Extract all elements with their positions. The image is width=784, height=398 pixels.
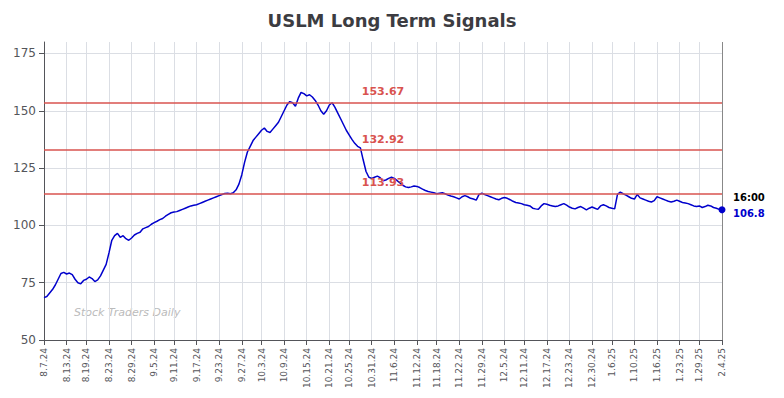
svg-text:11.29.24: 11.29.24 (477, 348, 487, 388)
svg-text:132.92: 132.92 (362, 133, 404, 146)
svg-text:106.8: 106.8 (733, 208, 765, 219)
svg-text:11.6.24: 11.6.24 (389, 348, 399, 383)
svg-text:8.23.24: 8.23.24 (104, 348, 114, 383)
svg-text:USLM Long Term Signals: USLM Long Term Signals (268, 10, 517, 31)
svg-text:Stock Traders Daily: Stock Traders Daily (74, 306, 181, 319)
svg-text:10.21.24: 10.21.24 (324, 348, 334, 388)
svg-text:12.5.24: 12.5.24 (499, 348, 509, 383)
svg-text:11.12.24: 11.12.24 (412, 348, 422, 388)
svg-text:50: 50 (21, 333, 36, 347)
svg-text:150: 150 (13, 104, 36, 118)
svg-text:113.93: 113.93 (362, 176, 404, 189)
svg-text:10.25.24: 10.25.24 (344, 348, 354, 388)
svg-text:12.23.24: 12.23.24 (564, 348, 574, 388)
svg-text:12.17.24: 12.17.24 (542, 348, 552, 388)
svg-text:100: 100 (13, 218, 36, 232)
svg-text:11.18.24: 11.18.24 (432, 348, 442, 388)
svg-text:2.4.25: 2.4.25 (717, 348, 727, 377)
svg-text:12.11.24: 12.11.24 (519, 348, 529, 388)
svg-text:8.7.24: 8.7.24 (39, 348, 49, 377)
svg-text:16:00: 16:00 (733, 192, 765, 203)
svg-text:1.16.25: 1.16.25 (652, 348, 662, 382)
svg-text:9.11.24: 9.11.24 (169, 348, 179, 383)
svg-text:9.17.24: 9.17.24 (192, 348, 202, 383)
svg-text:9.27.24: 9.27.24 (237, 348, 247, 383)
svg-text:9.5.24: 9.5.24 (149, 348, 159, 377)
svg-text:10.9.24: 10.9.24 (279, 348, 289, 383)
svg-text:75: 75 (21, 276, 36, 290)
svg-text:10.31.24: 10.31.24 (367, 348, 377, 388)
svg-text:8.29.24: 8.29.24 (127, 348, 137, 383)
svg-text:1.23.25: 1.23.25 (675, 348, 685, 382)
svg-text:11.22.24: 11.22.24 (454, 348, 464, 388)
svg-text:153.67: 153.67 (362, 85, 404, 98)
svg-text:9.23.24: 9.23.24 (214, 348, 224, 383)
svg-text:10.15.24: 10.15.24 (302, 348, 312, 388)
svg-text:8.13.24: 8.13.24 (62, 348, 72, 383)
svg-text:175: 175 (13, 46, 36, 60)
svg-text:8.19.24: 8.19.24 (81, 348, 91, 383)
svg-text:1.6.25: 1.6.25 (607, 348, 617, 377)
svg-text:1.29.25: 1.29.25 (694, 348, 704, 382)
svg-text:10.3.24: 10.3.24 (257, 348, 267, 383)
svg-text:12.30.24: 12.30.24 (587, 348, 597, 388)
svg-text:1.10.25: 1.10.25 (629, 348, 639, 382)
svg-text:125: 125 (13, 161, 36, 175)
